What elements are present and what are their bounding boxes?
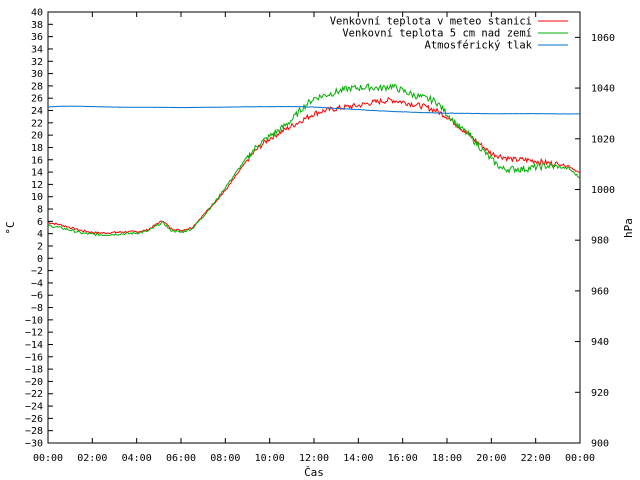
y-left-axis-title: °C <box>4 221 17 234</box>
y-right-tick-label: 1040 <box>591 84 615 95</box>
y-left-tick-label: 34 <box>31 44 43 55</box>
y-right-axis-title: hPa <box>622 218 635 238</box>
y-left-tick-label: −20 <box>25 377 43 388</box>
y-left-tick-label: 14 <box>31 168 43 179</box>
y-right-tick-label: 1020 <box>591 134 615 145</box>
x-tick-label: 00:00 <box>565 453 595 464</box>
y-left-tick-label: −22 <box>25 389 43 400</box>
y-left-tick-label: −14 <box>25 340 43 351</box>
y-left-tick-label: 8 <box>37 205 43 216</box>
y-right-tick-label: 960 <box>591 286 609 297</box>
x-tick-label: 02:00 <box>77 453 107 464</box>
y-left-tick-label: −4 <box>31 278 43 289</box>
y-left-tick-label: −24 <box>25 402 43 413</box>
y-left-tick-label: −10 <box>25 315 43 326</box>
x-tick-label: 06:00 <box>166 453 196 464</box>
series-line-0 <box>48 96 581 235</box>
y-left-tick-label: −18 <box>25 365 43 376</box>
legend-label-2: Atmosférický tlak <box>425 40 533 52</box>
x-tick-label: 18:00 <box>432 453 462 464</box>
legend: Venkovní teplota v meteo staniciVenkovní… <box>330 16 568 52</box>
y-right-tick-label: 900 <box>591 439 609 450</box>
series-lines <box>47 83 581 237</box>
y-left-tick-label: −12 <box>25 328 43 339</box>
y-right-tick-label: 1000 <box>591 185 615 196</box>
y-left-tick-label: 16 <box>31 155 43 166</box>
y-left-tick-label: −26 <box>25 414 43 425</box>
x-tick-label: 22:00 <box>521 453 551 464</box>
y-left-tick-label: 32 <box>31 57 43 68</box>
plot-frame <box>47 11 581 444</box>
y-right-tick-label: 1060 <box>591 33 615 44</box>
y-left-tick-label: −30 <box>25 439 43 450</box>
y-left-tick-label: 0 <box>37 254 43 265</box>
y-left-tick-label: 6 <box>37 217 43 228</box>
y-left-tick-label: 24 <box>31 106 43 117</box>
axis-ticks: 00:00 02:00 04:00 06:00 08:00 10:00 12:00 14:00… <box>25 8 615 465</box>
y-right-tick-label: 940 <box>591 337 609 348</box>
x-tick-label: 14:00 <box>343 453 373 464</box>
y-left-tick-label: 22 <box>31 118 43 129</box>
y-left-tick-label: −2 <box>31 266 43 277</box>
y-left-tick-label: −28 <box>25 426 43 437</box>
y-left-tick-label: −6 <box>31 291 43 302</box>
x-tick-label: 16:00 <box>388 453 418 464</box>
y-left-tick-label: 28 <box>31 81 43 92</box>
y-left-tick-label: 20 <box>31 131 43 142</box>
y-left-tick-label: 26 <box>31 94 43 105</box>
y-left-tick-label: 30 <box>31 69 43 80</box>
series-line-2 <box>47 105 580 115</box>
y-right-tick-label: 920 <box>591 388 609 399</box>
x-axis-title: Čas <box>304 466 324 479</box>
y-left-tick-label: 40 <box>31 8 43 19</box>
y-right-tick-label: 980 <box>591 236 609 247</box>
x-tick-label: 00:00 <box>33 453 63 464</box>
legend-label-1: Venkovní teplota 5 cm nad zemí <box>342 28 532 40</box>
y-left-tick-label: 4 <box>37 229 43 240</box>
y-left-tick-label: 18 <box>31 143 43 154</box>
series-line-1 <box>47 83 581 237</box>
y-left-tick-label: 10 <box>31 192 43 203</box>
y-left-tick-label: −16 <box>25 352 43 363</box>
legend-label-0: Venkovní teplota v meteo stanici <box>330 16 532 28</box>
x-tick-label: 20:00 <box>476 453 506 464</box>
y-left-tick-label: 2 <box>37 241 43 252</box>
x-tick-label: 04:00 <box>122 453 152 464</box>
y-left-tick-label: −8 <box>31 303 43 314</box>
y-left-tick-label: 36 <box>31 32 43 43</box>
x-tick-label: 08:00 <box>210 453 240 464</box>
x-tick-label: 10:00 <box>255 453 285 464</box>
y-left-tick-label: 38 <box>31 20 43 31</box>
y-left-tick-label: 12 <box>31 180 43 191</box>
x-tick-label: 12:00 <box>299 453 329 464</box>
